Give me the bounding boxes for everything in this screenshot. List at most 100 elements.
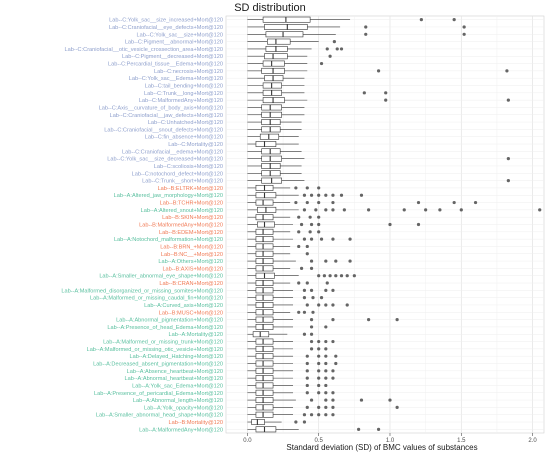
outlier-point bbox=[367, 208, 371, 212]
boxes bbox=[247, 16, 542, 433]
box bbox=[255, 382, 274, 389]
outlier-point bbox=[299, 266, 304, 270]
box bbox=[255, 302, 274, 308]
outlier-point bbox=[339, 47, 344, 51]
box bbox=[255, 309, 274, 316]
y-tick-label: Lab--C:Pigment__abnormal+Mort@120 bbox=[125, 40, 223, 46]
box bbox=[257, 221, 275, 228]
outlier-point bbox=[331, 303, 335, 307]
box bbox=[262, 89, 282, 96]
outlier-point bbox=[317, 303, 321, 307]
outlier-point bbox=[305, 354, 309, 358]
y-tick-label: Lab--C:Pigment__decreased+Mort@120 bbox=[122, 54, 223, 60]
outlier-point bbox=[297, 230, 301, 234]
outlier-point bbox=[317, 186, 321, 190]
outlier-point bbox=[299, 222, 304, 227]
outlier-point bbox=[297, 310, 301, 314]
outlier-point bbox=[305, 361, 309, 366]
outlier-point bbox=[317, 413, 321, 417]
y-tick-label: Lab--C:Axis__curvature_of_body_axis+Mort… bbox=[99, 105, 223, 111]
x-tick-label: 0.0 bbox=[243, 438, 252, 444]
outlier-point bbox=[357, 427, 361, 431]
outlier-point bbox=[317, 369, 321, 373]
outlier-point bbox=[324, 208, 328, 212]
outlier-point bbox=[317, 376, 321, 380]
outlier-point bbox=[302, 310, 307, 314]
y-tick-label: Lab--A:Malformed_or_missing_caudal_fin+M… bbox=[90, 296, 223, 302]
outlier-point bbox=[331, 339, 335, 344]
outlier-point bbox=[452, 18, 456, 22]
y-tick-label: Lab--A:Others+Mort@120 bbox=[158, 259, 223, 265]
outlier-point bbox=[305, 405, 309, 409]
outlier-point bbox=[309, 222, 314, 227]
y-tick-label: Lab--C:Craniofacial__eye_defects+Mort@12… bbox=[109, 25, 223, 31]
outlier-point bbox=[342, 208, 346, 212]
outlier-point bbox=[324, 369, 328, 373]
box bbox=[261, 104, 282, 111]
outlier-point bbox=[331, 376, 335, 380]
box bbox=[261, 126, 281, 133]
outlier-point bbox=[462, 25, 466, 29]
outlier-point bbox=[324, 405, 328, 409]
box bbox=[255, 280, 274, 286]
y-tick-label: Lab--B:MUSC+Mort@120 bbox=[159, 310, 223, 316]
outlier-point bbox=[324, 413, 328, 417]
outlier-point bbox=[309, 413, 314, 417]
box bbox=[255, 236, 274, 243]
outlier-point bbox=[309, 318, 314, 322]
outlier-point bbox=[297, 215, 301, 219]
y-tick-label: Lab--B:CRAN+Mort@120 bbox=[159, 281, 223, 287]
x-tick-label: 1.5 bbox=[457, 438, 466, 444]
outlier-point bbox=[317, 339, 321, 344]
outlier-point bbox=[309, 288, 314, 292]
outlier-point bbox=[506, 157, 510, 161]
box bbox=[255, 192, 277, 199]
outlier-point bbox=[395, 405, 399, 409]
outlier-point bbox=[348, 259, 352, 263]
y-tick-label: Lab--C:tail_bending+Mort@120 bbox=[145, 84, 223, 90]
outlier-point bbox=[305, 252, 309, 256]
outlier-point bbox=[452, 200, 456, 205]
outlier-point bbox=[348, 237, 352, 241]
box bbox=[255, 338, 274, 345]
y-tick-label: Lab--A:Altered_jaw_morphology+Mort@120 bbox=[114, 193, 223, 199]
box bbox=[265, 45, 288, 52]
y-tick-label: Lab--A:Presence_of_pericardial_Edema+Mor… bbox=[94, 391, 223, 397]
outlier-point bbox=[331, 208, 335, 212]
y-tick-label: Lab--C:Craniofacial__snout_defects+Mort@… bbox=[104, 127, 223, 133]
outlier-point bbox=[324, 193, 328, 197]
outlier-point bbox=[322, 274, 326, 278]
y-tick-label: Lab--C:Trunk__short+Mort@120 bbox=[142, 179, 223, 185]
outlier-point bbox=[324, 288, 328, 292]
outlier-point bbox=[331, 398, 335, 402]
box bbox=[264, 75, 284, 82]
outlier-point bbox=[324, 339, 328, 344]
outlier-point bbox=[388, 222, 392, 227]
box bbox=[264, 53, 288, 60]
outlier-point bbox=[317, 274, 321, 278]
y-tick-label: Lab--C:Craniofacial__edema+Mort@120 bbox=[122, 149, 223, 155]
y-tick-label: Lab--A:Altered_snout+Mort@120 bbox=[141, 208, 223, 214]
outlier-point bbox=[362, 91, 366, 95]
outlier-point bbox=[319, 61, 324, 66]
outlier-point bbox=[305, 383, 309, 388]
x-ticks: 0.0 0.5 1.0 1.5 2.0 bbox=[243, 433, 537, 444]
outlier-point bbox=[294, 186, 298, 190]
box bbox=[255, 360, 274, 367]
y-tick-label: Lab--B:Mortality@120 bbox=[169, 420, 224, 426]
y-tick-label: Lab--A:Malformed_disorganized_or_missing… bbox=[61, 288, 223, 294]
y-tick-label: Lab--A:Abnormal_heartbeat+Mort@120 bbox=[125, 376, 224, 382]
outlier-point bbox=[317, 222, 321, 227]
outlier-point bbox=[317, 354, 321, 358]
y-tick-label: Lab--C:Percardial_tissue__Edema+Mort@120 bbox=[108, 62, 223, 68]
y-tick-label: Lab--C:Craniofacial__otic_vesicle_crosse… bbox=[65, 47, 224, 53]
outlier-point bbox=[305, 369, 309, 373]
outlier-point bbox=[359, 398, 364, 402]
box bbox=[255, 272, 275, 279]
box bbox=[255, 397, 274, 404]
outlier-point bbox=[331, 369, 335, 373]
y-tick-label: Lab--C:Unhatched+Mort@120 bbox=[148, 120, 223, 126]
outlier-point bbox=[309, 398, 314, 402]
x-tick-label: 0.5 bbox=[315, 438, 324, 444]
